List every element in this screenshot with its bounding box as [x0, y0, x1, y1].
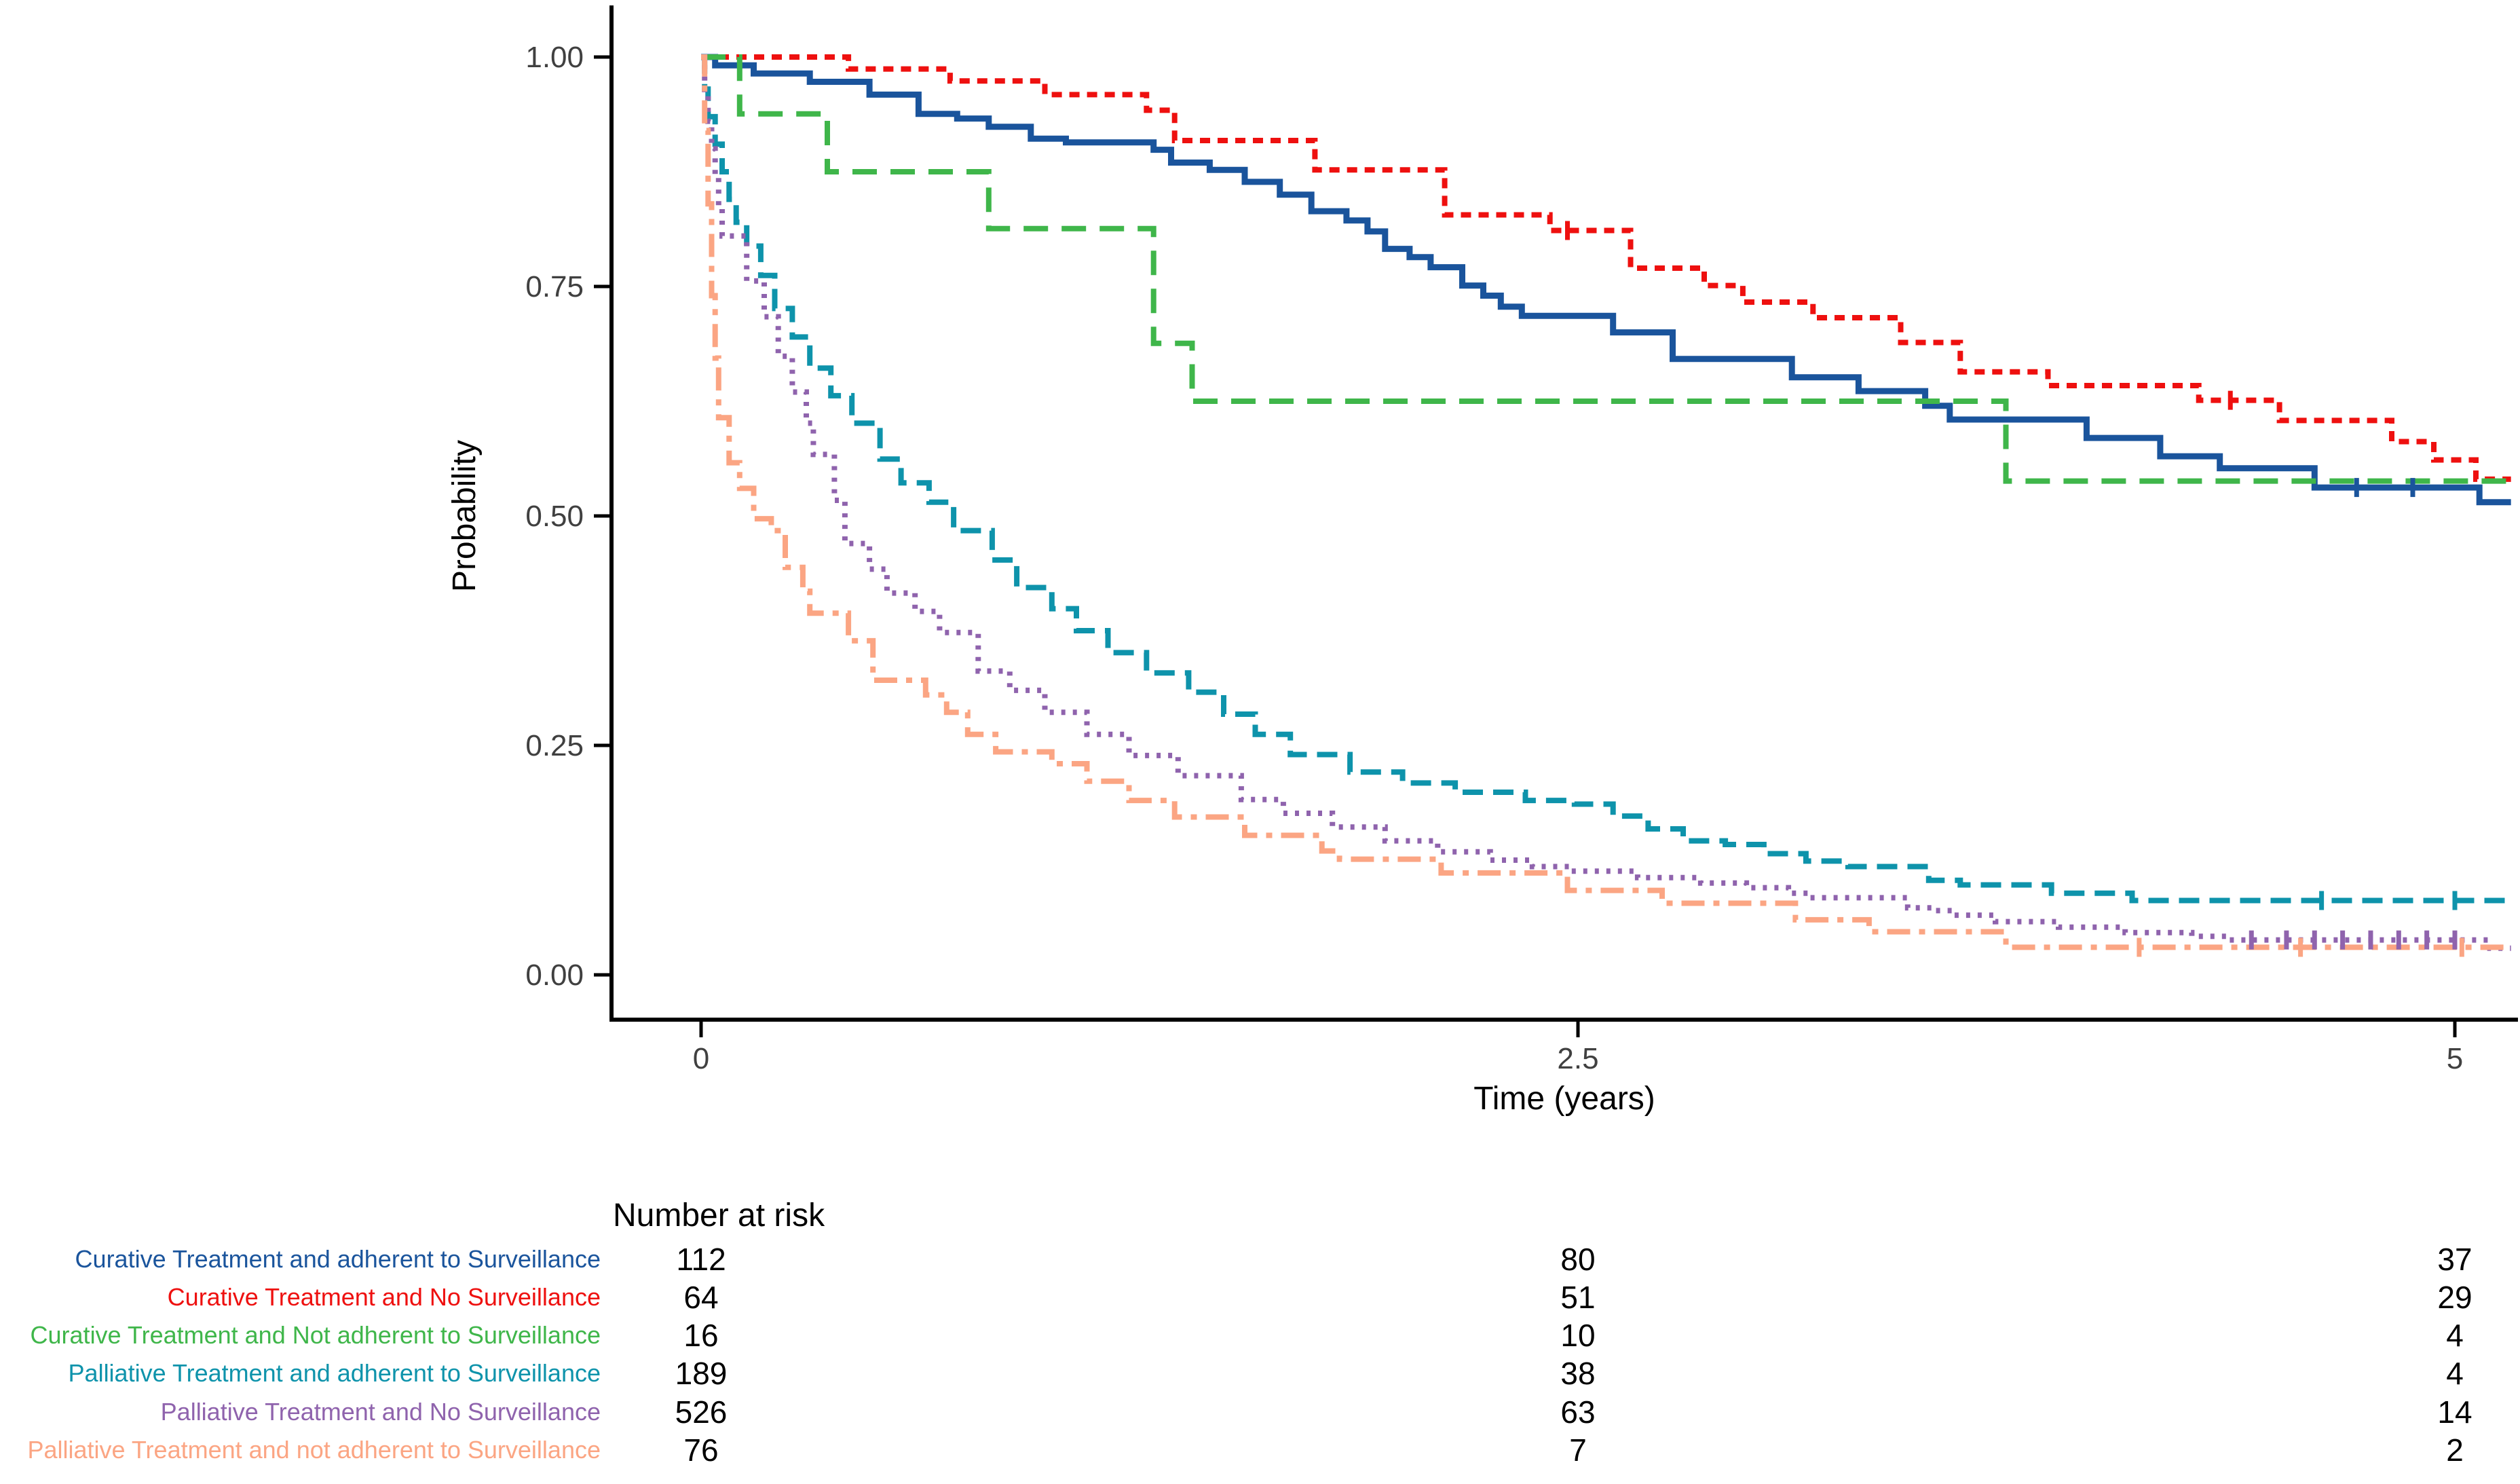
y-tick-label: 0.25 [525, 729, 584, 762]
x-tick-label: 2.5 [1557, 1042, 1598, 1075]
risk-row-value: 80 [1560, 1242, 1595, 1277]
risk-row-value: 64 [683, 1280, 718, 1315]
risk-row-value: 16 [683, 1318, 718, 1353]
risk-row-value: 4 [2446, 1356, 2464, 1391]
y-tick-label: 0.75 [525, 270, 584, 303]
y-axis-title: Probability [447, 440, 483, 592]
x-tick-group: 0 2.5 5 [693, 1020, 2463, 1075]
censor-marks [1564, 221, 2464, 957]
risk-row-value: 76 [683, 1432, 718, 1468]
km-curve-3 [701, 54, 2511, 484]
km-curve-5 [701, 54, 2511, 951]
risk-row-value: 14 [2437, 1394, 2472, 1430]
risk-row-label: Curative Treatment and adherent to Surve… [75, 1245, 601, 1273]
km-curves [701, 54, 2511, 951]
x-axis-title: Time (years) [1473, 1081, 1655, 1117]
risk-row-value: 2 [2446, 1432, 2464, 1468]
risk-table-title: Number at risk [613, 1198, 825, 1233]
km-curve-1 [701, 54, 2511, 506]
y-tick-label: 1.00 [525, 41, 584, 74]
risk-table-rows: Curative Treatment and adherent to Surve… [27, 1242, 2472, 1468]
km-curve-6 [701, 54, 2511, 950]
y-tick-label: 0.00 [525, 959, 584, 992]
risk-row-value: 37 [2437, 1242, 2472, 1277]
axes [609, 5, 2518, 1022]
risk-row-label: Palliative Treatment and No Surveillance [161, 1398, 601, 1426]
risk-row-value: 38 [1560, 1356, 1595, 1391]
risk-row-value: 29 [2437, 1280, 2472, 1315]
x-tick-label: 0 [693, 1042, 709, 1075]
risk-row-value: 112 [676, 1242, 726, 1277]
km-curve-4 [701, 54, 2511, 904]
risk-row-value: 63 [1560, 1394, 1595, 1430]
x-tick-label: 5 [2447, 1042, 2463, 1075]
risk-row-label: Curative Treatment and Not adherent to S… [31, 1321, 601, 1349]
y-tick-label: 0.50 [525, 500, 584, 533]
risk-row-value: 4 [2446, 1318, 2464, 1353]
y-tick-group: 1.00 0.75 0.50 0.25 0.00 [525, 41, 612, 992]
risk-row-label: Curative Treatment and No Surveillance [168, 1283, 601, 1311]
risk-row-value: 10 [1560, 1318, 1595, 1353]
risk-row-value: 7 [1569, 1432, 1587, 1468]
risk-row-value: 189 [675, 1356, 728, 1391]
risk-row-label: Palliative Treatment and not adherent to… [27, 1436, 601, 1464]
risk-row-label: Palliative Treatment and adherent to Sur… [69, 1359, 601, 1387]
km-curve-2 [701, 54, 2511, 482]
risk-row-value: 51 [1560, 1280, 1595, 1315]
risk-row-value: 526 [675, 1394, 728, 1430]
